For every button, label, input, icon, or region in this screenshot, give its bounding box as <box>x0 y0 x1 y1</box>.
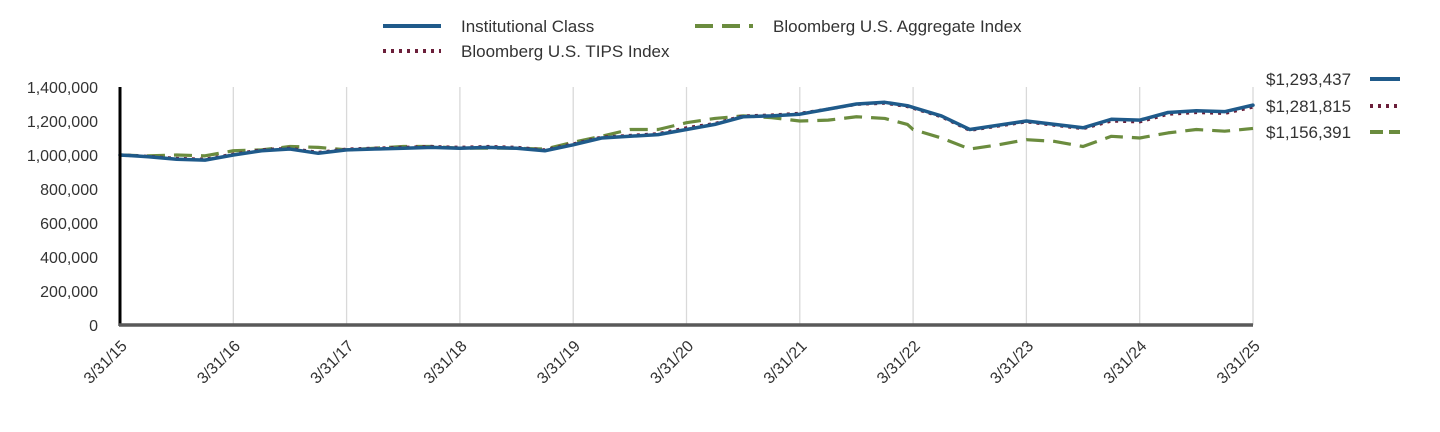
y-tick-label: 400,000 <box>40 250 98 267</box>
y-tick-label: 1,200,000 <box>27 114 98 131</box>
x-tick-label: 3/31/25 <box>1214 338 1264 388</box>
y-axis-tick-labels: 0 200,000 400,000 600,000 800,000 1,000,000 1,… <box>27 80 98 335</box>
legend: Institutional Class Bloomberg U.S. TIPS I… <box>383 17 1022 61</box>
vertical-gridlines <box>232 87 1254 325</box>
end-value-label: $1,293,437 <box>1266 70 1351 89</box>
x-tick-label: 3/31/16 <box>194 338 244 388</box>
x-axis-tick-labels: 3/31/15 3/31/16 3/31/17 3/31/18 3/31/19 3/31/… <box>81 338 1264 388</box>
legend-label: Institutional Class <box>461 17 594 36</box>
x-tick-label: 3/31/21 <box>761 338 811 388</box>
x-tick-label: 3/31/17 <box>308 338 358 388</box>
x-tick-label: 3/31/19 <box>534 338 584 388</box>
end-value-label: $1,281,815 <box>1266 97 1351 116</box>
y-tick-label: 1,000,000 <box>27 148 98 165</box>
end-value-labels: $1,293,437 $1,281,815 $1,156,391 <box>1266 70 1400 142</box>
series-lines <box>118 100 1255 162</box>
x-tick-label: 3/31/24 <box>1101 338 1151 388</box>
series-line-institutional-class <box>118 100 1255 162</box>
x-tick-label: 3/31/20 <box>647 338 697 388</box>
y-tick-label: 0 <box>89 318 98 335</box>
axes <box>118 87 1253 327</box>
y-tick-label: 600,000 <box>40 216 98 233</box>
x-tick-label: 3/31/22 <box>874 338 924 388</box>
end-value-label: $1,156,391 <box>1266 123 1351 142</box>
x-tick-label: 3/31/18 <box>421 338 471 388</box>
series-line-bloomberg-u-s-aggregate-index <box>119 114 1254 158</box>
y-tick-label: 200,000 <box>40 284 98 301</box>
legend-label: Bloomberg U.S. Aggregate Index <box>773 17 1022 36</box>
x-tick-label: 3/31/15 <box>81 338 131 388</box>
y-tick-label: 800,000 <box>40 182 98 199</box>
x-tick-label: 3/31/23 <box>987 338 1037 388</box>
legend-label: Bloomberg U.S. TIPS Index <box>461 42 670 61</box>
y-tick-label: 1,400,000 <box>27 80 98 97</box>
